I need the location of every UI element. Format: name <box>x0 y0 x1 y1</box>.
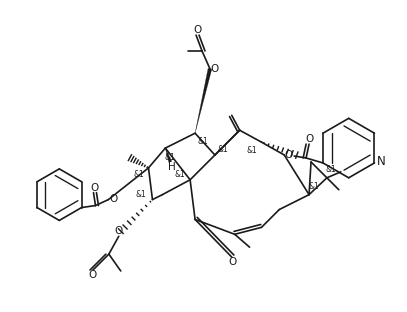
Text: O: O <box>305 134 313 144</box>
Polygon shape <box>165 148 172 163</box>
Text: O: O <box>193 25 201 35</box>
Text: &1: &1 <box>326 165 336 174</box>
Text: &1: &1 <box>133 170 144 179</box>
Text: &1: &1 <box>165 154 176 163</box>
Text: O: O <box>90 183 98 193</box>
Text: H: H <box>168 162 176 172</box>
Text: &1: &1 <box>175 170 186 179</box>
Text: O: O <box>229 257 237 267</box>
Text: &1: &1 <box>217 144 228 154</box>
Text: O: O <box>115 226 123 236</box>
Text: O: O <box>284 150 292 160</box>
Text: &1: &1 <box>135 190 146 199</box>
Text: &1: &1 <box>309 182 319 191</box>
Polygon shape <box>195 68 212 133</box>
Text: &1: &1 <box>198 137 208 146</box>
Text: O: O <box>211 64 219 74</box>
Text: O: O <box>88 270 96 280</box>
Text: &1: &1 <box>246 146 257 154</box>
Text: O: O <box>109 194 118 204</box>
Text: N: N <box>377 155 386 168</box>
